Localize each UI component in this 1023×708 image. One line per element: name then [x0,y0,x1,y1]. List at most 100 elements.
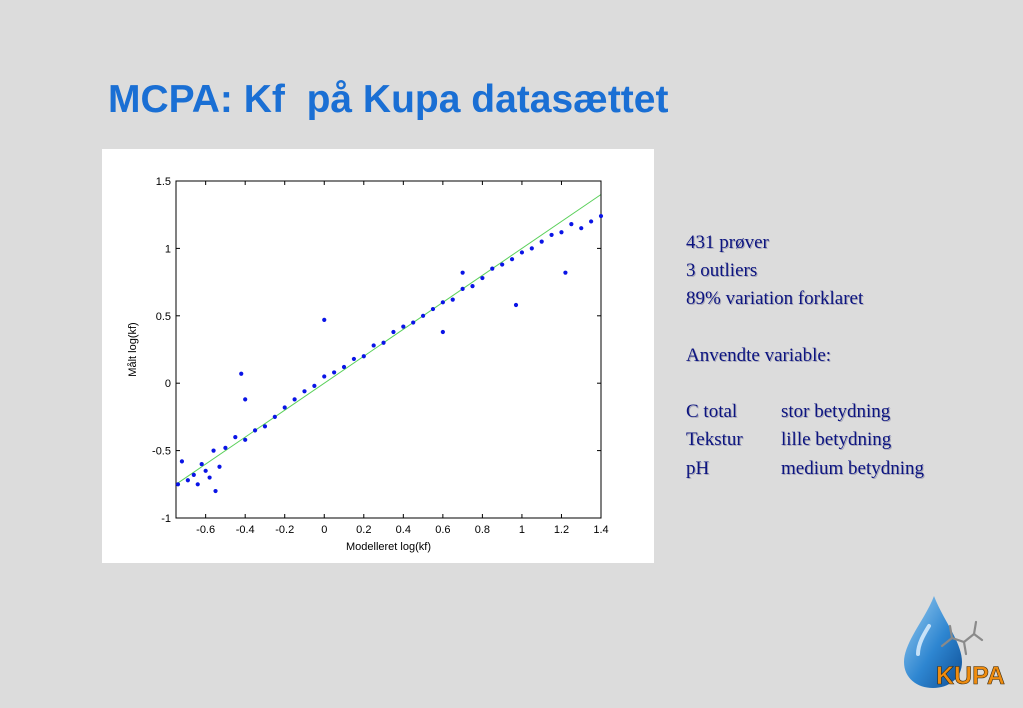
data-point [440,300,445,305]
data-point [292,397,297,402]
data-point [460,270,465,275]
plot-frame [175,180,602,519]
notes-panel: 431 prøver 3 outliers 89% variation fork… [686,229,924,483]
data-point [549,232,554,238]
data-point [411,320,416,325]
data-point [381,340,386,345]
water-drop-molecule-icon [904,596,984,688]
variable-effect: stor betydning [781,401,891,423]
data-point [252,428,258,433]
x-tick-label: -0.2 [275,524,294,536]
data-point [559,230,564,235]
variable-name: pH [686,457,710,479]
x-tick-label: -0.4 [236,524,255,536]
data-point [185,478,190,483]
data-point [500,262,505,267]
x-axis-label: Modelleret log(kf) [346,541,431,553]
data-point [480,275,485,281]
data-point [211,448,216,453]
variable-row: pH medium betydning [686,455,924,483]
data-point [312,383,317,388]
y-tick-label: -1 [161,513,171,525]
data-point [440,329,445,335]
x-tick-label: 0.6 [435,524,450,536]
variable-row: C total stor betydning [686,398,924,426]
data-point [351,356,357,362]
y-tick-label: 1.5 [156,176,171,188]
data-point [213,488,218,494]
data-point [203,468,208,473]
data-point [401,324,406,329]
x-tick-label: 1.2 [554,524,569,536]
variation-explained-text: 89% variation forklaret [686,288,864,310]
x-tick-label: 0.8 [475,524,490,536]
data-point [233,435,238,440]
data-point [262,424,268,429]
data-point [302,389,307,394]
data-point [579,226,584,231]
data-point [529,246,534,251]
scatter-chart: -0.6 -0.4 -0.2 0 0.2 0.4 0.6 0.8 1 1.2 1.4 -1 -0.5 0 0… [102,149,654,563]
x-tick-label: 1.4 [593,524,608,536]
data-point [563,270,568,275]
data-point [598,213,604,219]
sample-count-text: 431 prøver [686,232,769,253]
data-point [470,284,475,289]
variable-name: C total [686,401,738,423]
data-point [322,317,327,322]
variable-name: Tekstur [686,429,743,451]
data-point [371,343,376,348]
data-point [199,461,204,467]
data-point [460,286,465,291]
x-tick-label: 0.4 [396,524,411,536]
variable-effect: lille betydning [781,429,892,451]
kupa-logo: KUPA [904,596,1005,690]
spacer [686,314,924,342]
slide-title: MCPA: Kf på Kupa datasættet [108,78,669,121]
data-point [239,371,244,376]
data-point [539,239,544,244]
data-point [391,329,396,335]
data-point [450,297,455,302]
data-point [217,464,222,469]
data-point [191,472,196,477]
y-tick-label: 1 [165,243,171,255]
data-point [513,302,519,308]
data-point [195,482,200,487]
data-point [589,219,594,224]
data-point [322,374,327,379]
y-tick-label: 0 [165,378,171,390]
data-point [223,445,228,451]
variable-row: Tekstur lille betydning [686,426,924,454]
data-point [341,364,347,370]
y-tick-label: 0.5 [156,311,171,323]
data-point [509,257,515,262]
data-point [519,250,525,255]
logo-text: KUPA [936,662,1005,690]
x-tick-label: 0.2 [356,524,371,536]
x-tick-label: -0.6 [196,524,215,536]
y-tick-label: -0.5 [152,446,171,458]
data-point [430,306,436,312]
data-point [361,354,366,359]
data-point [420,313,426,318]
variable-effect: medium betydning [781,457,925,479]
x-tick-label: 0 [321,524,327,536]
data-point [332,370,337,375]
outliers-text: 3 outliers [686,260,758,282]
y-axis-label: Målt log(kf) [127,322,139,376]
data-point [490,266,495,271]
data-point [243,437,248,442]
data-point [272,414,277,419]
spacer [686,370,924,398]
variables-heading: Anvendte variable: [686,344,832,366]
data-point [282,405,287,410]
data-point [179,459,185,464]
data-point [569,222,574,227]
data-point [175,482,181,487]
data-point [243,397,248,402]
reference-line [175,194,602,485]
x-tick-label: 1 [519,524,525,536]
chart-svg: -0.6 -0.4 -0.2 0 0.2 0.4 0.6 0.8 1 1.2 1.4 -1 -0.5 0 0… [127,176,609,553]
data-point [207,475,212,480]
